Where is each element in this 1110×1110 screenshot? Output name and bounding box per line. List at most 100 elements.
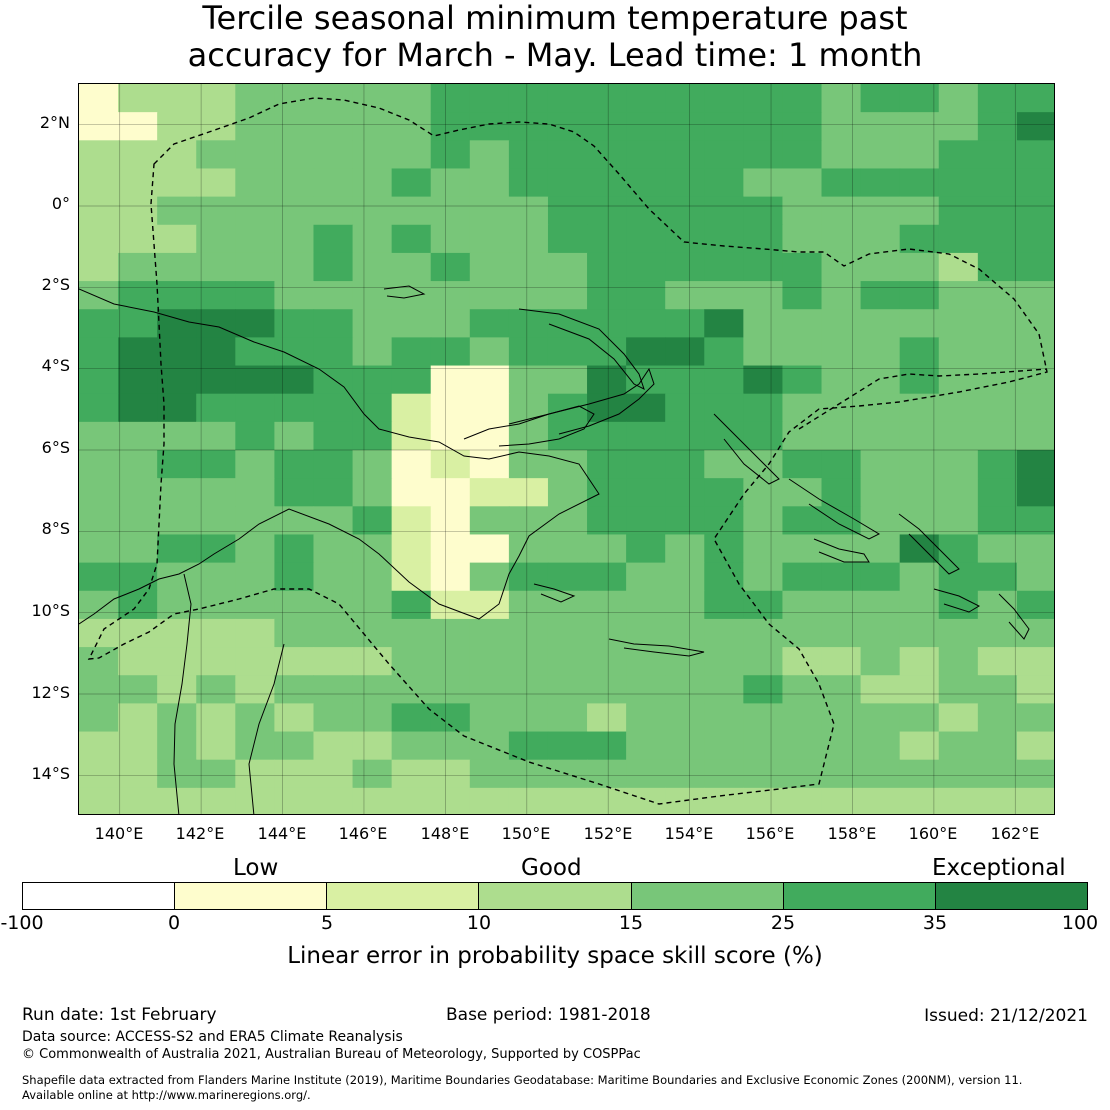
skill-cell [1016, 703, 1054, 733]
skill-cell [860, 731, 901, 761]
skill-cell [235, 224, 275, 254]
skill-cell [1016, 590, 1054, 620]
shapefile-credit-line-2: Available online at http://www.marinereg… [22, 1088, 311, 1102]
skill-cell [235, 365, 275, 395]
skill-cell [235, 196, 275, 226]
skill-cell [79, 281, 119, 310]
skill-cell [977, 618, 1018, 648]
skill-cell [743, 224, 784, 254]
skill-cell [274, 365, 315, 395]
skill-cell [977, 252, 1018, 282]
skill-cell [743, 703, 784, 733]
skill-cell [743, 365, 784, 395]
skill-cell [79, 675, 119, 704]
skill-cell [469, 675, 510, 704]
skill-cell [743, 309, 784, 338]
skill-cell [704, 140, 744, 170]
skill-cell [665, 337, 705, 367]
skill-cell [118, 675, 158, 704]
skill-cell [118, 731, 158, 761]
skill-cell [469, 618, 510, 648]
skill-cell [665, 562, 705, 592]
skill-cell [79, 787, 119, 814]
skill-cell [235, 421, 275, 451]
skill-cell [860, 787, 901, 814]
skill-cell [352, 703, 393, 733]
skill-cell [235, 309, 275, 338]
colorbar-category-exceptional: Exceptional [932, 855, 1066, 881]
skill-cell [274, 281, 315, 310]
lat-label-14s: 14°S [31, 764, 70, 783]
skill-cell [118, 393, 158, 423]
skill-cell [352, 618, 393, 648]
skill-cell [899, 168, 940, 198]
lon-label-148e: 148°E [420, 824, 470, 843]
skill-cell [547, 506, 588, 536]
skill-cell [391, 731, 432, 761]
skill-cell [391, 590, 432, 620]
skill-cell [196, 309, 236, 338]
skill-cell [118, 140, 158, 170]
skill-cell [704, 506, 744, 536]
skill-cell [587, 731, 627, 761]
skill-cell [469, 787, 510, 814]
skill-cell [899, 787, 940, 814]
louisiade-coastline [608, 638, 705, 657]
skill-cell [665, 309, 705, 338]
skill-cell [860, 450, 901, 479]
skill-cell [665, 703, 705, 733]
skill-cell [391, 450, 432, 479]
skill-cell [508, 224, 549, 254]
skill-cell [938, 759, 979, 789]
skill-cell [235, 168, 275, 198]
skill-cell [313, 112, 354, 141]
colorbar-tick-4: 15 [618, 912, 644, 934]
colorbar-tick-5: 25 [770, 912, 796, 934]
skill-cell [79, 365, 119, 395]
skill-cell [626, 562, 666, 592]
skill-cell [157, 252, 197, 282]
skill-cell [860, 84, 901, 113]
skill-cell [977, 337, 1018, 367]
skill-cell [743, 618, 784, 648]
skill-cell [79, 562, 119, 592]
skill-cell [977, 309, 1018, 338]
skill-cell [743, 731, 784, 761]
skill-cell [977, 393, 1018, 423]
skill-cell [196, 168, 236, 198]
skill-cell [79, 647, 119, 676]
skill-cell [938, 365, 979, 395]
skill-cell [196, 703, 236, 733]
skill-cell [313, 787, 354, 814]
issued-date: Issued: 21/12/2021 [924, 1006, 1088, 1026]
colorbar-tick-7: 100 [1061, 912, 1099, 934]
skill-cell [313, 478, 354, 507]
skill-cell [157, 224, 197, 254]
skill-cell [547, 534, 588, 564]
skill-cell [352, 168, 393, 198]
skill-cell [587, 759, 627, 789]
skill-cell [274, 224, 315, 254]
skill-cell [274, 618, 315, 648]
skill-cell [118, 450, 158, 479]
skill-cell [313, 675, 354, 704]
skill-cell [704, 675, 744, 704]
solomon-eez-boundary [798, 368, 1048, 430]
skill-cell [587, 309, 627, 338]
skill-cell [587, 506, 627, 536]
skill-cell [704, 534, 744, 564]
skill-cell [391, 759, 432, 789]
skill-cell [782, 365, 823, 395]
skill-cell [860, 168, 901, 198]
skill-cell [821, 450, 862, 479]
skill-cell [743, 393, 784, 423]
skill-cell [352, 309, 393, 338]
skill-cell [196, 590, 236, 620]
new-britain-coastline [508, 367, 655, 435]
skill-cell [782, 534, 823, 564]
skill-cell [547, 647, 588, 676]
skill-cell [821, 647, 862, 676]
skill-cell [547, 309, 588, 338]
skill-cell [938, 309, 979, 338]
skill-cell [860, 252, 901, 282]
